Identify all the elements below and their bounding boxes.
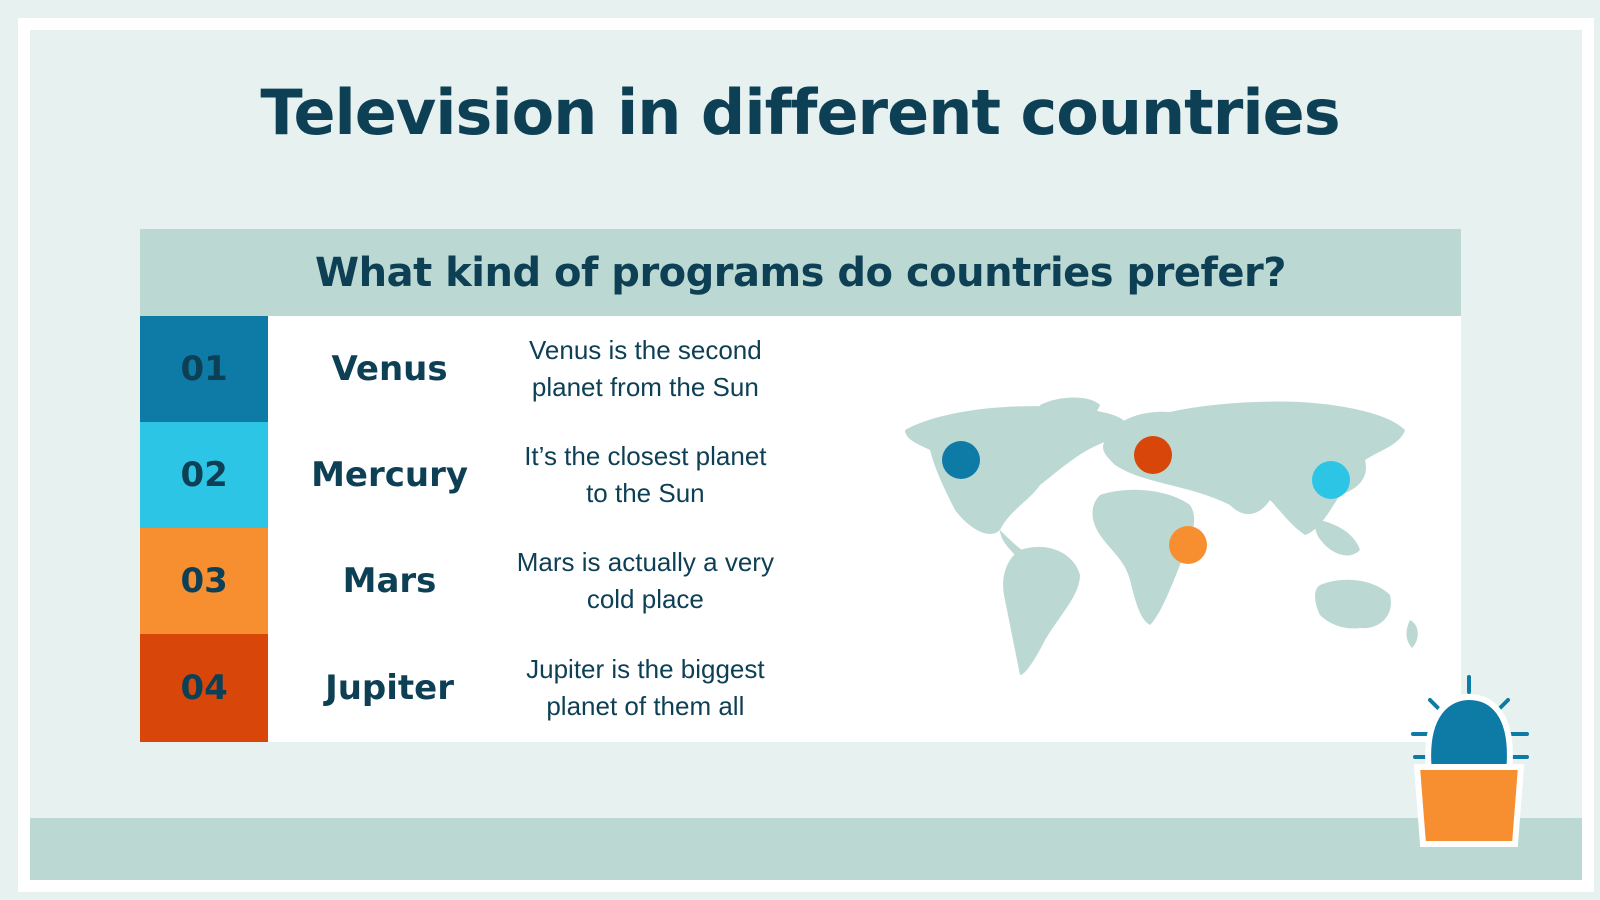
row-description: It’s the closest planet to the Sun xyxy=(524,441,767,508)
row-number: 01 xyxy=(140,316,269,422)
row-description: Jupiter is the biggest planet of them al… xyxy=(526,654,765,721)
row-name: Mercury xyxy=(311,455,469,495)
table-header: What kind of programs do countries prefe… xyxy=(140,229,1461,316)
table-row: 04 Jupiter Jupiter is the biggest planet… xyxy=(140,634,780,742)
bottom-band xyxy=(30,818,1582,880)
table-row: 02 Mercury It’s the closest planet to th… xyxy=(140,422,780,528)
row-description: Venus is the second planet from the Sun xyxy=(529,335,762,402)
table-row: 01 Venus Venus is the second planet from… xyxy=(140,316,780,422)
row-name: Jupiter xyxy=(325,668,454,708)
row-number: 03 xyxy=(140,528,269,634)
row-name: Venus xyxy=(331,349,448,389)
row-number: 04 xyxy=(140,634,269,742)
table-row: 03 Mars Mars is actually a very cold pla… xyxy=(140,528,780,634)
slide-title: Television in different countries xyxy=(260,76,1340,149)
program-table: What kind of programs do countries prefe… xyxy=(140,229,1461,742)
row-number: 02 xyxy=(140,422,269,528)
cactus-icon xyxy=(1411,675,1529,847)
row-description: Mars is actually a very cold place xyxy=(516,547,774,614)
world-map xyxy=(905,397,1418,675)
row-name: Mars xyxy=(342,561,437,601)
